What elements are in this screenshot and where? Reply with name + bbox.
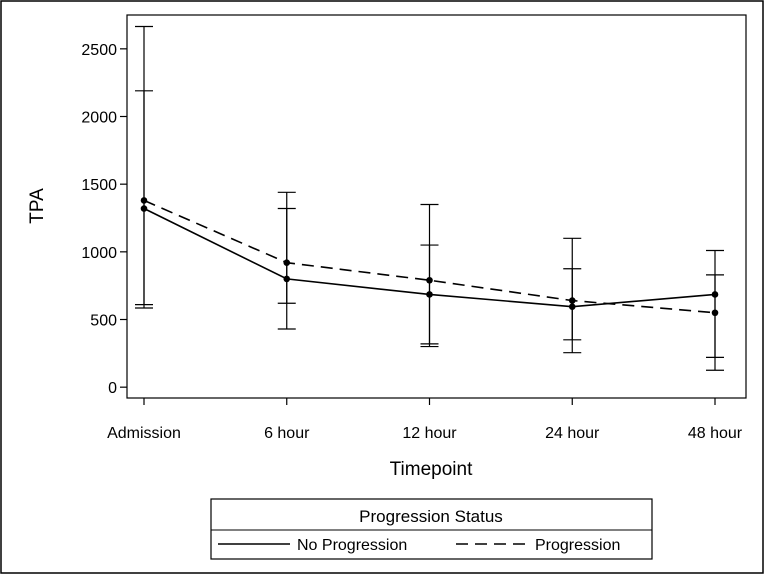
y-tick-label: 1500 <box>81 177 117 194</box>
y-tick-label: 2500 <box>81 42 117 59</box>
data-point-progression <box>140 197 148 204</box>
x-tick-label: Admission <box>107 425 181 442</box>
x-tick-label: 24 hour <box>545 425 600 442</box>
y-tick-label: 0 <box>108 380 117 397</box>
series-line-progression <box>143 199 716 314</box>
x-axis-title: Timepoint <box>390 459 473 480</box>
data-point-no-progression <box>711 291 719 298</box>
y-axis: 0 500 1000 1500 2000 2500 <box>81 42 127 397</box>
legend-title: Progression Status <box>359 507 503 526</box>
x-axis: Admission 6 hour 12 hour 24 hour 48 hour <box>107 398 743 442</box>
legend-label-progression: Progression <box>535 537 620 554</box>
plot-area-frame <box>126 14 747 399</box>
legend: Progression Status No Progression Progre… <box>210 498 653 560</box>
data-point-no-progression <box>568 303 576 310</box>
data-point-no-progression <box>140 205 148 212</box>
data-point-progression <box>711 309 719 317</box>
y-tick-label: 2000 <box>81 110 117 127</box>
data-point-progression <box>568 297 576 304</box>
y-tick-label: 500 <box>90 313 117 330</box>
data-point-progression <box>283 259 291 266</box>
legend-box <box>210 498 653 560</box>
x-tick-label: 12 hour <box>402 425 457 442</box>
x-tick-label: 6 hour <box>264 425 310 442</box>
y-tick-label: 1000 <box>81 245 117 262</box>
data-point-no-progression <box>283 275 291 283</box>
data-point-no-progression <box>426 291 433 298</box>
legend-label-no-progression: No Progression <box>297 537 407 554</box>
data-point-progression <box>426 276 433 284</box>
series-layer <box>135 25 724 371</box>
y-axis-title: TPA <box>27 188 48 224</box>
x-tick-label: 48 hour <box>688 425 743 442</box>
